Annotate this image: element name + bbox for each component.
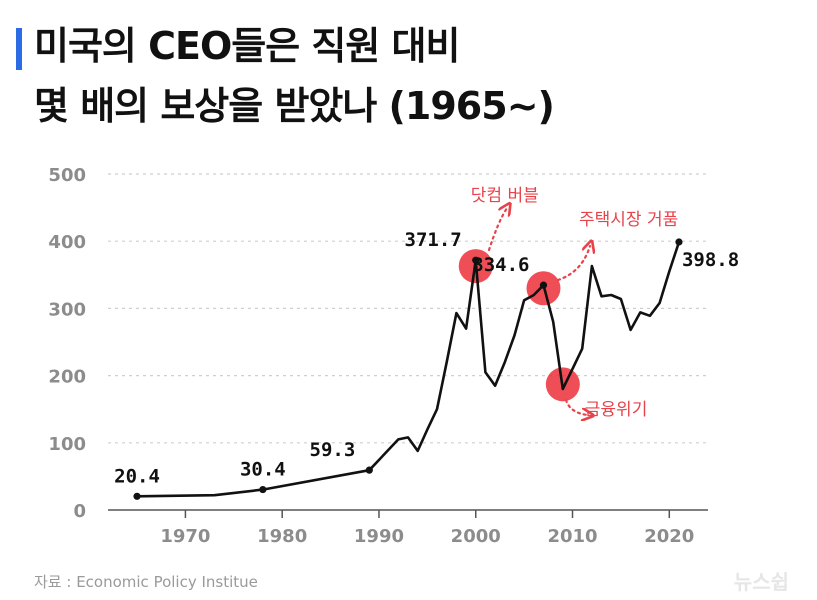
- data-label: 398.8: [682, 249, 739, 271]
- x-tick-label: 2010: [547, 526, 597, 547]
- annotation-text: 금융위기: [585, 400, 648, 420]
- data-label: 59.3: [310, 439, 356, 461]
- y-tick-label: 500: [48, 165, 86, 186]
- x-tick-label: 1980: [257, 526, 307, 547]
- x-tick-label: 2000: [451, 526, 501, 547]
- data-point: [675, 238, 683, 246]
- data-point: [259, 485, 267, 494]
- data-point: [133, 492, 141, 500]
- x-tick-label: 1990: [354, 526, 404, 547]
- data-point: [472, 256, 480, 264]
- title-line-1: 미국의 CEO들은 직원 대비: [34, 24, 460, 68]
- annotation-text: 닷컴 버블: [471, 186, 539, 206]
- y-tick-label: 300: [48, 299, 86, 320]
- x-tick-label: 1970: [160, 526, 210, 547]
- brand-logo: 뉴스쉽: [733, 570, 789, 594]
- y-tick-label: 400: [48, 232, 86, 253]
- y-tick-label: 0: [73, 501, 86, 522]
- y-tick-label: 100: [48, 434, 86, 455]
- data-label: 30.4: [240, 459, 286, 481]
- page-title: 미국의 CEO들은 직원 대비 몇 배의 보상을 받았나 (1965~): [34, 16, 555, 136]
- data-point: [365, 466, 373, 474]
- annotation-text: 주택시장 거품: [579, 210, 678, 230]
- annotation-arrow: [556, 246, 590, 282]
- title-line-2: 몇 배의 보상을 받았나 (1965~): [34, 84, 555, 128]
- annotation-arrow: [564, 398, 588, 415]
- data-point: [539, 281, 548, 289]
- y-tick-label: 200: [48, 367, 86, 388]
- data-label: 334.6: [472, 254, 529, 276]
- title-accent-bar: [16, 28, 22, 70]
- annotation-arrow: [487, 208, 507, 252]
- source-note: 자료 : Economic Policy Institue: [34, 573, 258, 591]
- grid: [108, 173, 708, 444]
- data-label: 371.7: [405, 229, 462, 251]
- x-tick-label: 2020: [644, 526, 694, 547]
- data-labels: 20.4 30.4 59.3 371.7 334.6 398.8: [114, 229, 739, 487]
- data-label: 20.4: [114, 465, 160, 487]
- axes: 0 100 200 300 400 500 1970 1980 1990 2000 2010 2020: [48, 165, 708, 547]
- series-line: [135, 240, 681, 498]
- series-line-group: [133, 238, 683, 500]
